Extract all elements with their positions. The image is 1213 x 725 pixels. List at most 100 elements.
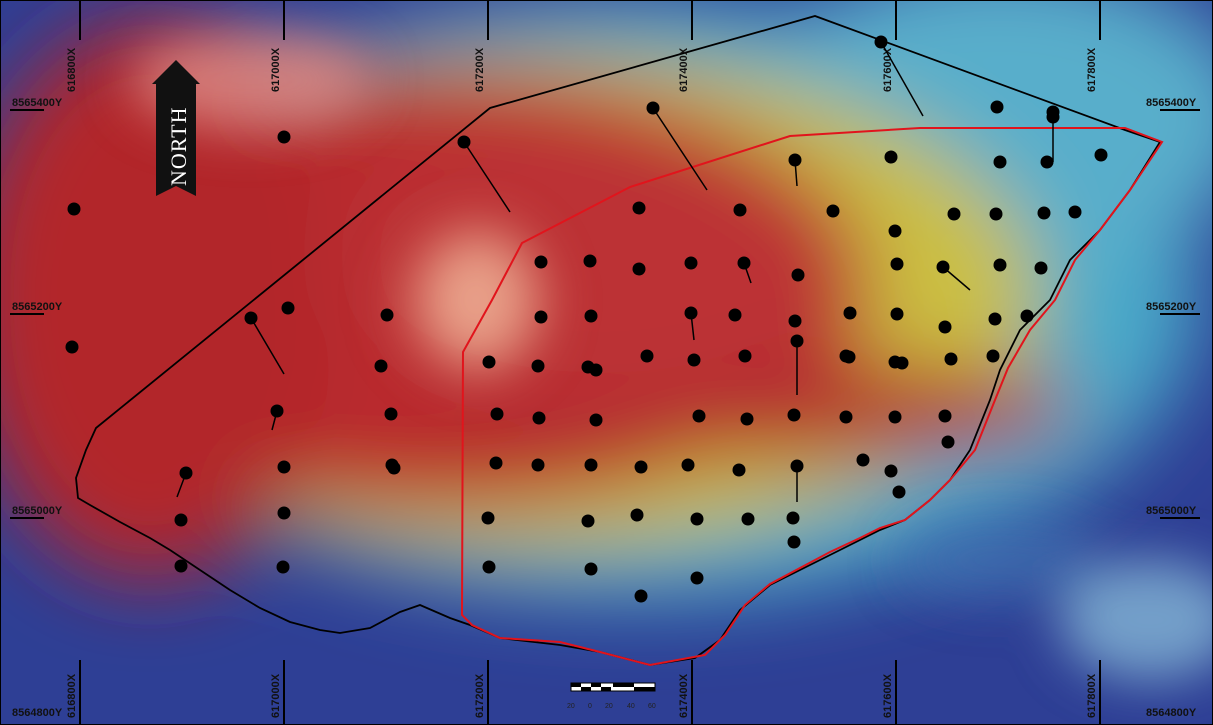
easting-label: 616800X <box>66 673 78 718</box>
scale-label: 20 <box>605 703 613 710</box>
drillhole-collar <box>482 355 496 369</box>
drillhole-collar <box>842 350 856 364</box>
northing-label: 8565200Y <box>12 301 63 313</box>
drillhole-collar <box>277 130 291 144</box>
drillhole-collar <box>895 356 909 370</box>
drillhole-collar <box>384 407 398 421</box>
drillhole-collar <box>584 458 598 472</box>
drillhole-collar <box>990 100 1004 114</box>
drillhole-collar <box>174 559 188 573</box>
northing-label: 8564800Y <box>12 707 63 719</box>
drillhole-collar <box>531 359 545 373</box>
drillhole-collar <box>532 411 546 425</box>
drillhole-collar <box>1034 261 1048 275</box>
drillhole-collar <box>1068 205 1082 219</box>
easting-label: 617000X <box>270 47 282 92</box>
drillhole-collar <box>387 461 401 475</box>
drillhole-collar <box>584 562 598 576</box>
drillhole-collar <box>787 408 801 422</box>
drillhole-collar <box>787 535 801 549</box>
drillhole-collar <box>489 456 503 470</box>
drillhole-collar <box>632 201 646 215</box>
drillhole-collar <box>374 359 388 373</box>
drillhole-collar <box>839 410 853 424</box>
drillhole-collar <box>690 512 704 526</box>
drillhole-collar <box>174 513 188 527</box>
drillhole-collar <box>884 150 898 164</box>
drillhole-collar <box>941 435 955 449</box>
drillhole-collar <box>534 255 548 269</box>
drillhole-collar <box>684 306 698 320</box>
easting-label: 617800X <box>1086 47 1098 92</box>
drillhole-collar <box>481 511 495 525</box>
drillhole-collar <box>732 463 746 477</box>
drillhole-collar <box>632 262 646 276</box>
grid-ticks <box>10 0 1200 725</box>
northing-labels-left: 8565400Y 8565200Y 8565000Y 8564800Y <box>12 97 63 719</box>
scale-label: 60 <box>648 703 656 710</box>
easting-label: 617200X <box>474 47 486 92</box>
drillhole-collar <box>741 512 755 526</box>
drillhole-collar <box>634 589 648 603</box>
drillhole-collar <box>1020 309 1034 323</box>
drillhole-collar <box>681 458 695 472</box>
easting-label: 616800X <box>66 47 78 92</box>
drillhole-collar <box>583 254 597 268</box>
drillhole-collar <box>630 508 644 522</box>
northing-label: 8565400Y <box>12 97 63 109</box>
scale-label: 40 <box>627 703 635 710</box>
drillhole-collar <box>531 458 545 472</box>
drillhole-collar <box>482 560 496 574</box>
drillhole-collar <box>684 256 698 270</box>
drillhole-collar <box>738 349 752 363</box>
drillhole-collar <box>788 153 802 167</box>
drillhole-collar <box>65 340 79 354</box>
drillhole-collar <box>1046 110 1060 124</box>
drillhole-collar <box>589 413 603 427</box>
northing-label: 8564800Y <box>1146 707 1197 719</box>
easting-label: 617200X <box>474 673 486 718</box>
northing-label: 8565200Y <box>1146 301 1197 313</box>
drillhole-collar <box>1040 155 1054 169</box>
drillhole-collar <box>634 460 648 474</box>
drillhole-collar <box>947 207 961 221</box>
drillhole-collar <box>584 309 598 323</box>
drillhole-collar <box>646 101 660 115</box>
drillhole-collar <box>986 349 1000 363</box>
drillhole-trace <box>652 107 708 191</box>
drillhole-collar <box>843 306 857 320</box>
drillhole-layer <box>65 35 1108 603</box>
drillhole-collar <box>640 349 654 363</box>
inner-boundary <box>460 127 1164 667</box>
drillhole-collar <box>67 202 81 216</box>
northing-label: 8565000Y <box>1146 505 1197 517</box>
drillhole-trace <box>463 141 511 213</box>
drillhole-collar <box>692 409 706 423</box>
drillhole-collar <box>993 258 1007 272</box>
drillhole-collar <box>884 464 898 478</box>
easting-label: 617600X <box>882 673 894 718</box>
drillhole-collar <box>826 204 840 218</box>
drillhole-collar <box>938 320 952 334</box>
drillhole-collar <box>936 260 950 274</box>
drillhole-collar <box>888 410 902 424</box>
drillhole-collar <box>938 409 952 423</box>
drillhole-collar <box>270 404 284 418</box>
drillhole-collar <box>892 485 906 499</box>
easting-label: 617800X <box>1086 673 1098 718</box>
drillhole-collar <box>1094 148 1108 162</box>
scale-bar-icon: 20 0 20 40 60 <box>567 682 656 710</box>
drillhole-collar <box>988 312 1002 326</box>
drillhole-collar <box>534 310 548 324</box>
drillhole-collar <box>380 308 394 322</box>
drillhole-collar <box>690 571 704 585</box>
drillhole-collar <box>944 352 958 366</box>
drillhole-collar <box>581 514 595 528</box>
northing-label: 8565000Y <box>12 505 63 517</box>
drillhole-collar <box>1037 206 1051 220</box>
easting-labels-bottom: 616800X 617000X 617200X 617400X 617600X … <box>66 673 1098 718</box>
drillhole-collar <box>281 301 295 315</box>
drillhole-collar <box>728 308 742 322</box>
